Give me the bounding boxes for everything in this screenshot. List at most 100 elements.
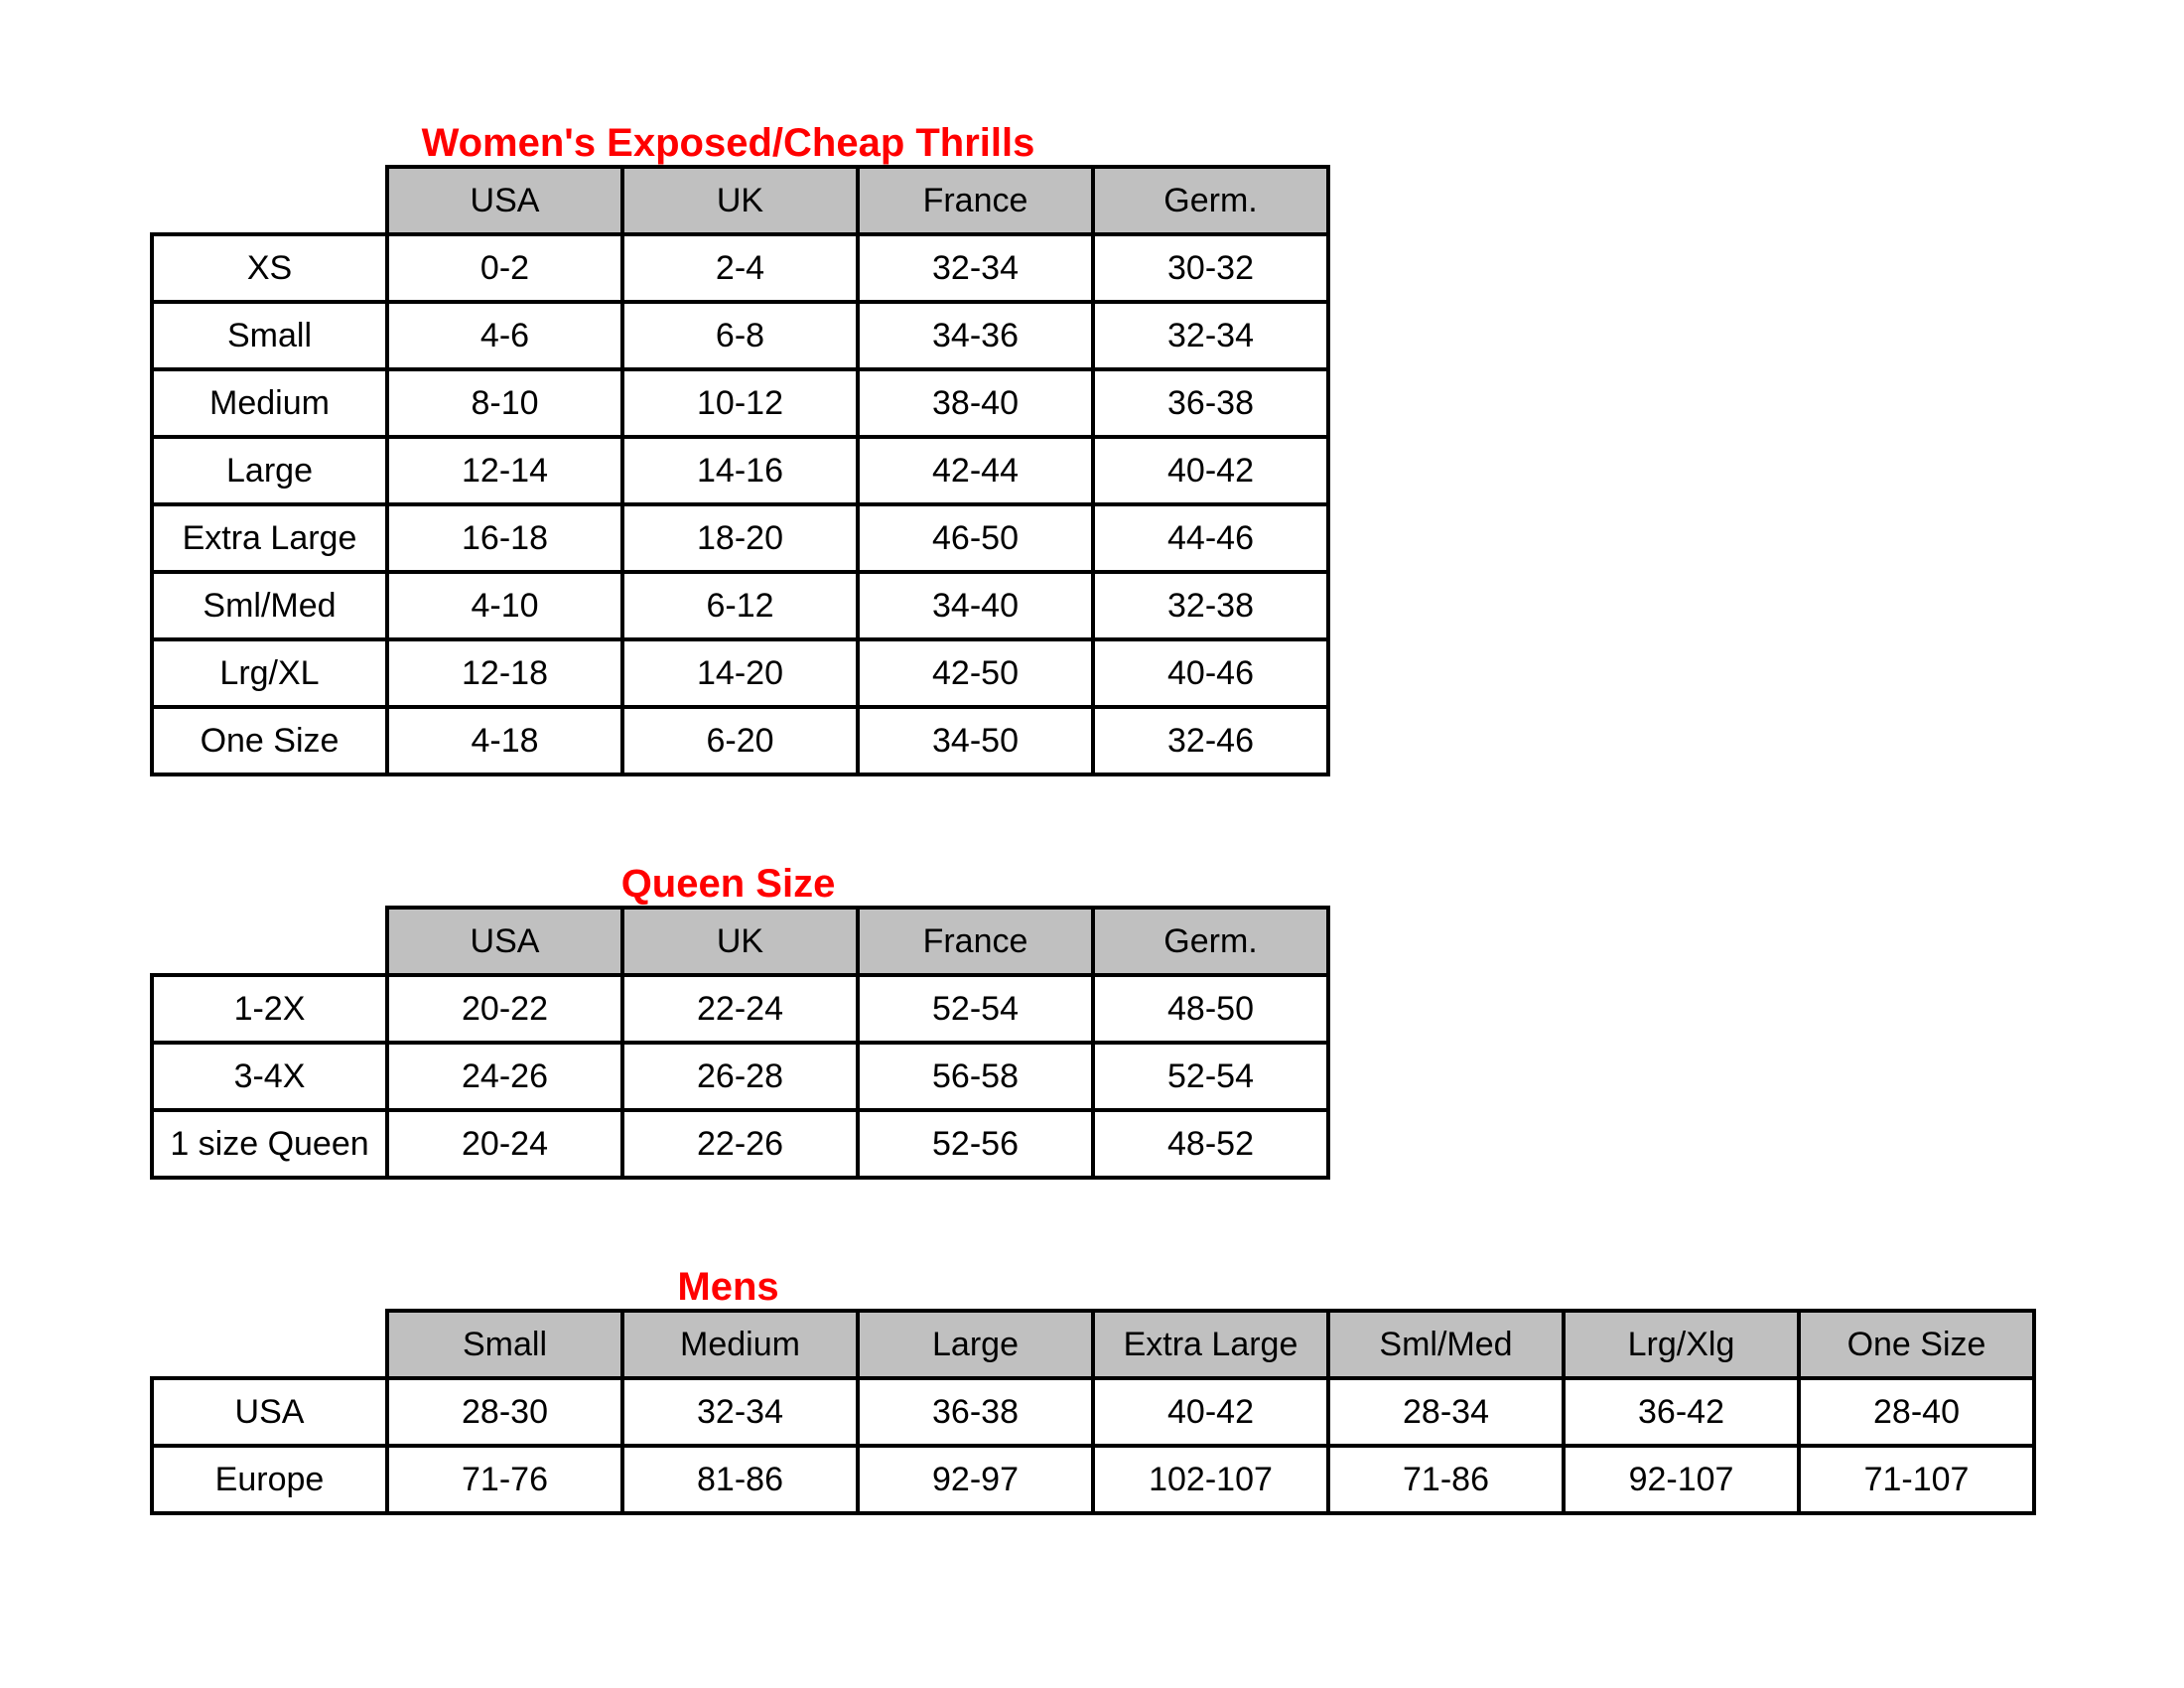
size-cell: 40-46 bbox=[1091, 637, 1330, 709]
queen-table-title: Queen Size bbox=[620, 862, 836, 906]
column-header: UK bbox=[620, 906, 860, 977]
row-label: Large bbox=[150, 435, 389, 506]
size-cell: 36-38 bbox=[1091, 367, 1330, 439]
size-cell: 34-36 bbox=[856, 300, 1095, 371]
size-cell: 71-86 bbox=[1326, 1444, 1566, 1515]
size-cell: 12-14 bbox=[385, 435, 624, 506]
size-cell: 30-32 bbox=[1091, 232, 1330, 304]
table-row: 3-4X 24-26 26-28 56-58 52-54 bbox=[150, 1041, 1330, 1112]
column-header: USA bbox=[385, 165, 624, 236]
size-cell: 28-30 bbox=[385, 1376, 624, 1448]
size-cell: 81-86 bbox=[620, 1444, 860, 1515]
table-row: Medium 8-10 10-12 38-40 36-38 bbox=[150, 367, 1330, 439]
size-cell: 36-38 bbox=[856, 1376, 1095, 1448]
womens-size-section: Women's Exposed/Cheap Thrills USA UK Franc… bbox=[150, 121, 1330, 776]
size-cell: 52-54 bbox=[856, 973, 1095, 1045]
size-cell: 16-18 bbox=[385, 502, 624, 574]
size-cell: 34-40 bbox=[856, 570, 1095, 641]
size-cell: 92-97 bbox=[856, 1444, 1095, 1515]
table-row: Small 4-6 6-8 34-36 32-34 bbox=[150, 300, 1330, 371]
size-cell: 32-46 bbox=[1091, 705, 1330, 776]
size-cell: 46-50 bbox=[856, 502, 1095, 574]
size-cell: 26-28 bbox=[620, 1041, 860, 1112]
table-row: Sml/Med 4-10 6-12 34-40 32-38 bbox=[150, 570, 1330, 641]
row-label: Lrg/XL bbox=[150, 637, 389, 709]
size-cell: 32-38 bbox=[1091, 570, 1330, 641]
corner-spacer bbox=[152, 1311, 387, 1378]
size-cell: 28-40 bbox=[1797, 1376, 2036, 1448]
size-cell: 92-107 bbox=[1562, 1444, 1801, 1515]
size-cell: 52-56 bbox=[856, 1108, 1095, 1180]
size-cell: 38-40 bbox=[856, 367, 1095, 439]
size-cell: 28-34 bbox=[1326, 1376, 1566, 1448]
corner-spacer bbox=[152, 167, 387, 234]
mens-table-title: Mens bbox=[677, 1265, 779, 1309]
row-label: 1 size Queen bbox=[150, 1108, 389, 1180]
table-row: 1-2X 20-22 22-24 52-54 48-50 bbox=[150, 973, 1330, 1045]
table-row: One Size 4-18 6-20 34-50 32-46 bbox=[150, 705, 1330, 776]
column-header: Large bbox=[856, 1309, 1095, 1380]
size-cell: 32-34 bbox=[856, 232, 1095, 304]
row-label: Sml/Med bbox=[150, 570, 389, 641]
mens-size-table: Small Medium Large Extra Large Sml/Med Lrg/Xl… bbox=[150, 1309, 2036, 1515]
womens-table-title: Women's Exposed/Cheap Thrills bbox=[421, 121, 1035, 165]
size-cell: 22-24 bbox=[620, 973, 860, 1045]
row-label: Small bbox=[150, 300, 389, 371]
header-row: USA UK France Germ. bbox=[152, 165, 1330, 236]
row-label: USA bbox=[150, 1376, 389, 1448]
queen-size-section: Queen Size USA UK France Germ. 1-2X 20-22 22-2… bbox=[150, 862, 1330, 1180]
table-row: Large 12-14 14-16 42-44 40-42 bbox=[150, 435, 1330, 506]
header-row: Small Medium Large Extra Large Sml/Med Lrg/Xl… bbox=[152, 1309, 2036, 1380]
column-header: Germ. bbox=[1091, 906, 1330, 977]
size-cell: 71-107 bbox=[1797, 1444, 2036, 1515]
row-label: 1-2X bbox=[150, 973, 389, 1045]
size-cell: 4-18 bbox=[385, 705, 624, 776]
size-cell: 42-50 bbox=[856, 637, 1095, 709]
size-cell: 44-46 bbox=[1091, 502, 1330, 574]
row-label: Europe bbox=[150, 1444, 389, 1515]
size-cell: 20-22 bbox=[385, 973, 624, 1045]
mens-size-section: Mens Small Medium Large Extra Large Sml/Med L… bbox=[150, 1265, 2036, 1515]
row-label: One Size bbox=[150, 705, 389, 776]
size-cell: 32-34 bbox=[620, 1376, 860, 1448]
table-row: XS 0-2 2-4 32-34 30-32 bbox=[150, 232, 1330, 304]
size-cell: 6-20 bbox=[620, 705, 860, 776]
table-row: 1 size Queen 20-24 22-26 52-56 48-52 bbox=[150, 1108, 1330, 1180]
size-cell: 56-58 bbox=[856, 1041, 1095, 1112]
size-cell: 52-54 bbox=[1091, 1041, 1330, 1112]
size-cell: 18-20 bbox=[620, 502, 860, 574]
queen-size-table: USA UK France Germ. 1-2X 20-22 22-24 52-54 48-50… bbox=[150, 906, 1330, 1180]
size-cell: 40-42 bbox=[1091, 1376, 1330, 1448]
corner-spacer bbox=[152, 908, 387, 975]
table-row: Europe 71-76 81-86 92-97 102-107 71-86 92-107 7… bbox=[150, 1444, 2036, 1515]
column-header: France bbox=[856, 165, 1095, 236]
column-header: USA bbox=[385, 906, 624, 977]
header-row: USA UK France Germ. bbox=[152, 906, 1330, 977]
column-header: Extra Large bbox=[1091, 1309, 1330, 1380]
size-cell: 6-12 bbox=[620, 570, 860, 641]
size-cell: 22-26 bbox=[620, 1108, 860, 1180]
size-cell: 4-6 bbox=[385, 300, 624, 371]
column-header: One Size bbox=[1797, 1309, 2036, 1380]
column-header: France bbox=[856, 906, 1095, 977]
size-cell: 48-52 bbox=[1091, 1108, 1330, 1180]
column-header: Sml/Med bbox=[1326, 1309, 1566, 1380]
size-cell: 48-50 bbox=[1091, 973, 1330, 1045]
size-cell: 42-44 bbox=[856, 435, 1095, 506]
size-cell: 36-42 bbox=[1562, 1376, 1801, 1448]
size-cell: 6-8 bbox=[620, 300, 860, 371]
size-cell: 14-16 bbox=[620, 435, 860, 506]
row-label: XS bbox=[150, 232, 389, 304]
size-cell: 4-10 bbox=[385, 570, 624, 641]
table-row: USA 28-30 32-34 36-38 40-42 28-34 36-42 28-40 bbox=[150, 1376, 2036, 1448]
column-header: Small bbox=[385, 1309, 624, 1380]
size-cell: 34-50 bbox=[856, 705, 1095, 776]
row-label: Medium bbox=[150, 367, 389, 439]
size-cell: 24-26 bbox=[385, 1041, 624, 1112]
womens-size-table: USA UK France Germ. XS 0-2 2-4 32-34 30-32 Small 4… bbox=[150, 165, 1330, 776]
size-cell: 10-12 bbox=[620, 367, 860, 439]
table-row: Extra Large 16-18 18-20 46-50 44-46 bbox=[150, 502, 1330, 574]
size-cell: 71-76 bbox=[385, 1444, 624, 1515]
size-cell: 8-10 bbox=[385, 367, 624, 439]
